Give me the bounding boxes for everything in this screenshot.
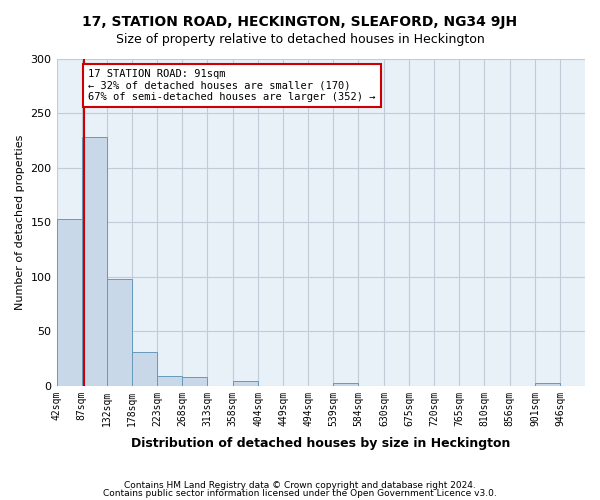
Bar — [56, 219, 82, 386]
Bar — [233, 382, 257, 386]
Bar — [182, 377, 208, 386]
Text: Size of property relative to detached houses in Heckington: Size of property relative to detached ho… — [116, 32, 484, 46]
Bar — [82, 138, 107, 386]
Y-axis label: Number of detached properties: Number of detached properties — [15, 134, 25, 310]
Bar — [132, 352, 157, 386]
Bar — [334, 382, 358, 386]
Bar — [535, 382, 560, 386]
Text: 17, STATION ROAD, HECKINGTON, SLEAFORD, NG34 9JH: 17, STATION ROAD, HECKINGTON, SLEAFORD, … — [82, 15, 518, 29]
Bar — [157, 376, 182, 386]
Text: Contains public sector information licensed under the Open Government Licence v3: Contains public sector information licen… — [103, 488, 497, 498]
Text: Contains HM Land Registry data © Crown copyright and database right 2024.: Contains HM Land Registry data © Crown c… — [124, 481, 476, 490]
Bar — [107, 279, 132, 386]
Text: 17 STATION ROAD: 91sqm
← 32% of detached houses are smaller (170)
67% of semi-de: 17 STATION ROAD: 91sqm ← 32% of detached… — [88, 69, 376, 102]
X-axis label: Distribution of detached houses by size in Heckington: Distribution of detached houses by size … — [131, 437, 511, 450]
